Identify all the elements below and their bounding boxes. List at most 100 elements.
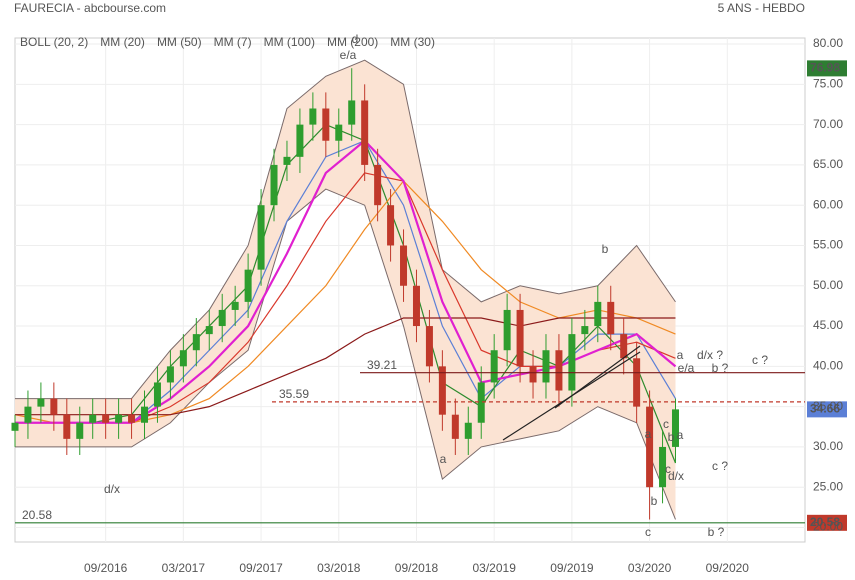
candle-body <box>555 350 563 391</box>
candle-body <box>322 108 330 141</box>
wave-label: b ? <box>712 361 729 375</box>
y-tick-label: 75.00 <box>813 77 843 91</box>
candle-body <box>50 398 58 415</box>
candle-body <box>24 406 32 423</box>
candle-body <box>231 301 239 310</box>
candle-body <box>671 409 679 447</box>
price-tag <box>807 514 847 531</box>
candle-body <box>89 414 97 423</box>
wave-label: b <box>668 430 675 444</box>
x-tick-label: 03/2020 <box>628 561 672 575</box>
candle-body <box>477 382 485 423</box>
candle-body <box>516 309 524 367</box>
wave-label: c ? <box>712 459 728 473</box>
plot-frame <box>14 37 806 543</box>
wave-label: c ? <box>752 353 768 367</box>
candle-body <box>451 414 459 439</box>
y-tick-label: 55.00 <box>813 238 843 252</box>
x-tick-label: 09/2018 <box>395 561 439 575</box>
moving-average <box>15 123 677 464</box>
y-tick-label: 45.00 <box>813 318 843 332</box>
bollinger-band <box>15 60 676 520</box>
y-tick-label: 40.00 <box>813 359 843 373</box>
candle-body <box>620 334 628 359</box>
y-tick-label: 65.00 <box>813 157 843 171</box>
candle-body <box>568 334 576 391</box>
legend-item: MM (7) <box>214 35 252 49</box>
candle-body <box>37 398 45 407</box>
candle-body <box>102 414 110 423</box>
candle-body <box>141 406 149 423</box>
x-tick-label: 03/2017 <box>162 561 206 575</box>
candle-body <box>244 269 252 302</box>
candle-body <box>192 334 200 351</box>
candle-body <box>296 124 304 157</box>
legend-band: BOLL (20, 2) <box>20 35 88 49</box>
price-tag-label: 20.58 <box>810 515 840 529</box>
y-tick-label: 70.00 <box>813 117 843 131</box>
level-label: 35.59 <box>279 387 309 401</box>
wave-label: a <box>440 452 447 466</box>
candle-body <box>218 309 226 327</box>
y-tick-label: 80.00 <box>813 36 843 50</box>
header-left: FAURECIA - abcbourse.com <box>14 1 166 15</box>
candle-body <box>179 350 187 367</box>
bollinger-line <box>15 59 676 400</box>
candle-body <box>283 156 291 165</box>
wave-label: e/a <box>340 48 357 62</box>
moving-average <box>15 139 677 424</box>
candle-body <box>425 326 433 367</box>
wave-label: e/a <box>678 361 695 375</box>
wave-label: b <box>602 242 609 256</box>
candle-body <box>646 406 654 488</box>
moving-average <box>15 317 676 416</box>
y-tick-label: 25.00 <box>813 479 843 493</box>
x-tick-label: 03/2019 <box>472 561 516 575</box>
candle-body <box>464 422 472 439</box>
candle-body <box>633 358 641 407</box>
level-label: 20.58 <box>22 508 52 522</box>
y-tick-label: 60.00 <box>813 197 843 211</box>
candle-body <box>503 309 511 351</box>
y-tick-label: 35.00 <box>813 399 843 413</box>
y-tick-label: 20.00 <box>813 520 843 534</box>
x-tick-label: 09/2019 <box>550 561 594 575</box>
candle-body <box>205 326 213 335</box>
price-tag <box>807 60 847 77</box>
candle-body <box>76 422 84 439</box>
wave-label: a <box>645 427 652 441</box>
candle-body <box>63 414 71 439</box>
wave-label: c <box>645 525 651 539</box>
candle-body <box>348 100 356 125</box>
x-tick-label: 09/2020 <box>706 561 750 575</box>
candle-body <box>594 301 602 327</box>
wave-label: d/x <box>104 482 120 496</box>
candle-body <box>128 414 136 423</box>
candle-body <box>361 100 369 165</box>
candle-body <box>490 350 498 383</box>
header-right: 5 ANS - HEBDO <box>718 1 805 15</box>
x-tick-label: 09/2017 <box>239 561 283 575</box>
wave-label: c <box>665 462 671 476</box>
trend-line <box>554 345 641 409</box>
candle-body <box>387 205 395 246</box>
candle-body <box>270 164 278 206</box>
legend-item: MM (200) <box>327 35 378 49</box>
candle-body <box>309 108 317 125</box>
level-label: 39.21 <box>367 358 397 372</box>
wave-label: d/x <box>668 469 684 483</box>
price-tag-label: 34.66 <box>810 402 840 416</box>
candle-body <box>659 446 667 488</box>
wave-label: b ? <box>708 525 725 539</box>
price-tag <box>807 401 847 418</box>
candle-body <box>581 326 589 335</box>
y-tick-label: 50.00 <box>813 278 843 292</box>
legend-item: MM (20) <box>100 35 145 49</box>
wave-label: d <box>352 32 359 46</box>
candle-body <box>115 414 123 423</box>
candle-body <box>257 205 265 270</box>
candle-body <box>335 124 343 141</box>
legend-item: MM (30) <box>390 35 435 49</box>
candle-body <box>374 164 382 206</box>
